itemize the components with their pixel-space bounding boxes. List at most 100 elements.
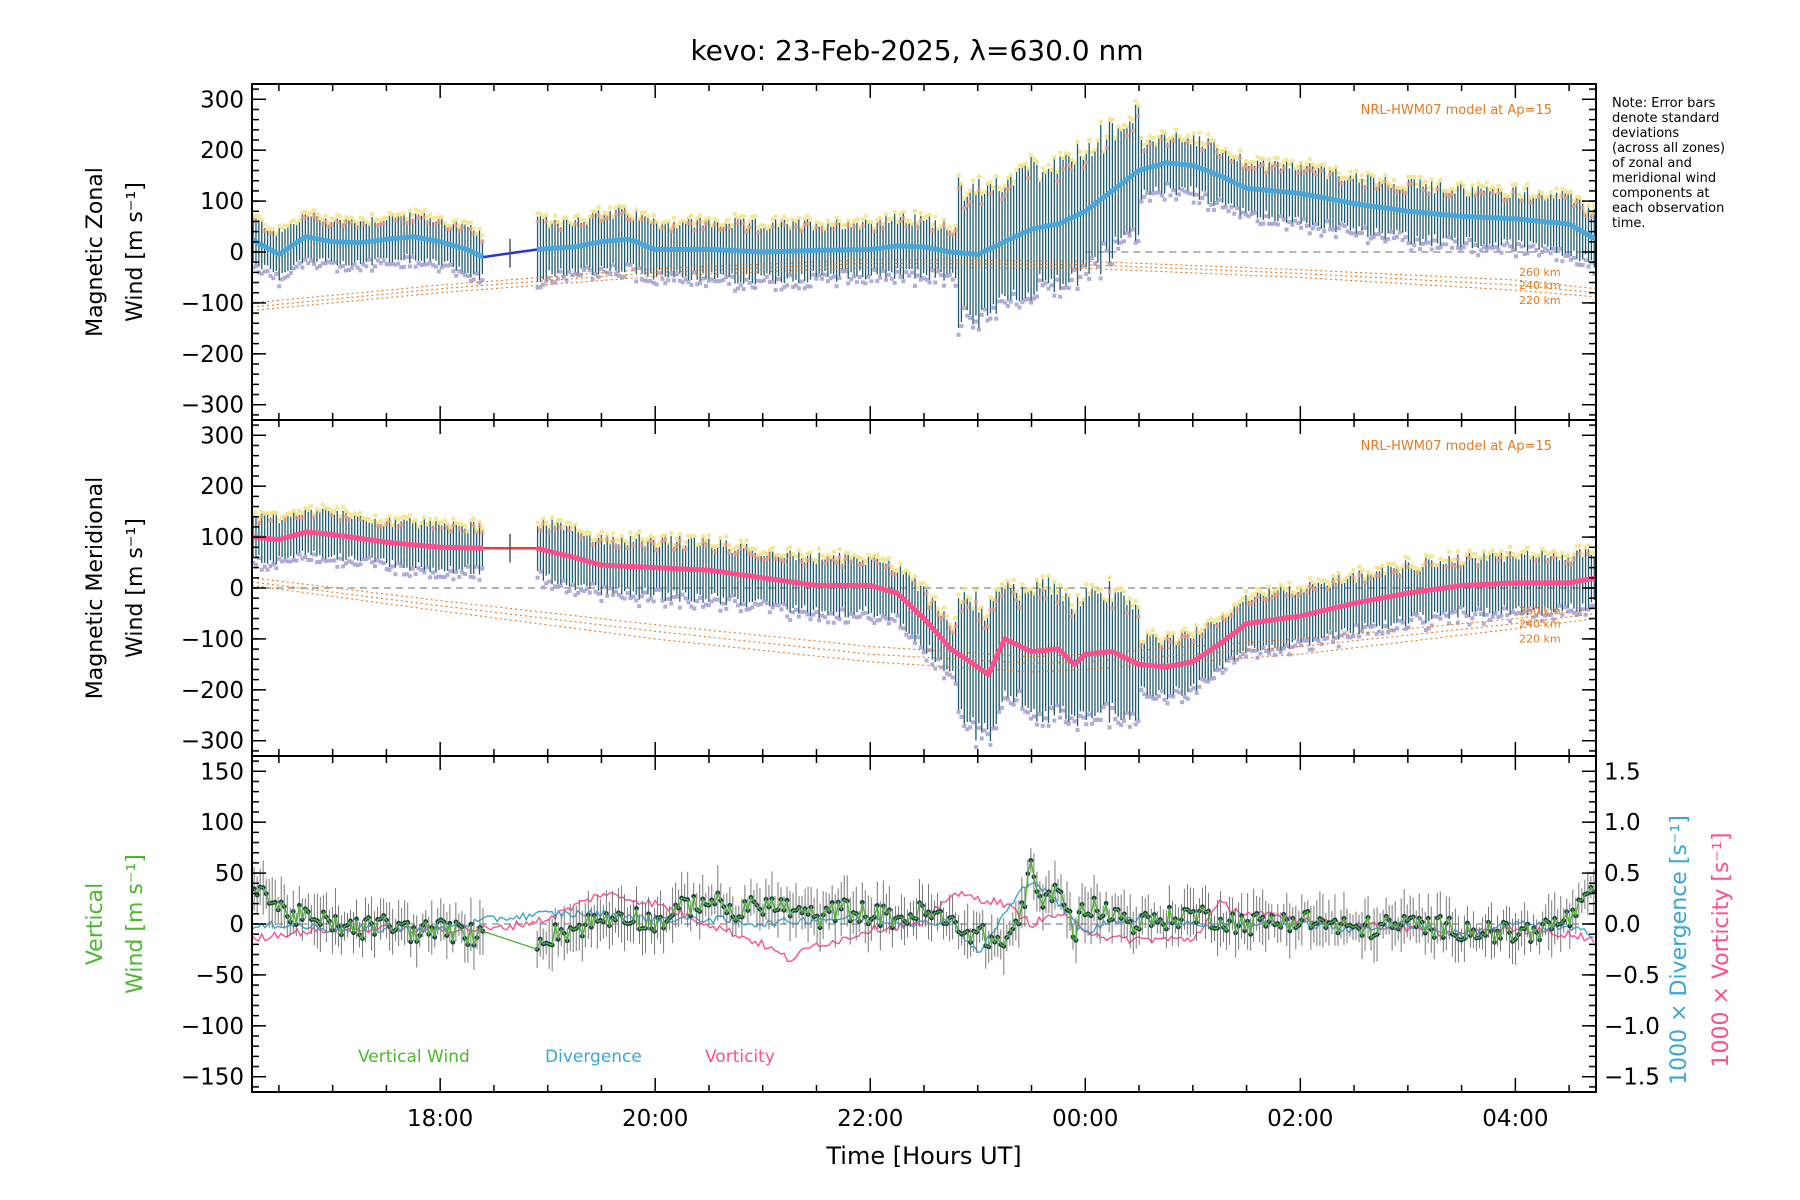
scatter-point-low [1104, 701, 1109, 706]
scatter-point-low [1403, 626, 1408, 631]
scatter-point-mid [445, 525, 450, 530]
scatter-point-high [895, 567, 900, 572]
scatter-point-high [317, 508, 322, 513]
scatter-point-low [1490, 615, 1495, 620]
scatter-point-low [1525, 620, 1530, 625]
scatter-point-high [1258, 156, 1263, 161]
scatter-point-low [628, 596, 633, 601]
scatter-point-high [381, 522, 386, 527]
scatter-point-high [1055, 169, 1060, 174]
scatter-point-high [997, 185, 1002, 190]
scatter-point-low [1185, 696, 1190, 701]
scatter-point-low [924, 277, 929, 282]
scatter-point-low [381, 561, 386, 566]
scatter-point-mid [1252, 167, 1257, 172]
scatter-point-high [962, 586, 967, 591]
scatter-point-mid [1313, 172, 1318, 177]
scatter-point-high [1174, 127, 1179, 132]
scatter-point-low [1177, 192, 1182, 197]
scatter-point-mid [950, 630, 955, 635]
scatter-point-mid [1328, 172, 1333, 177]
scatter-point-low [1589, 603, 1594, 608]
scatter-point-high [303, 209, 308, 214]
scatter-point-mid [642, 547, 647, 552]
scatter-point-high [773, 552, 778, 557]
scatter-point-low [555, 584, 560, 589]
scatter-point-low [677, 605, 682, 610]
scatter-point-mid [416, 216, 421, 221]
scatter-point-low [1418, 616, 1423, 621]
scatter-point-low [1066, 721, 1071, 726]
scatter-point-low [1188, 688, 1193, 693]
scatter-point-low [788, 617, 793, 622]
scatter-point-high [669, 530, 674, 535]
scatter-point-mid [640, 217, 645, 222]
scatter-point-low [834, 284, 839, 289]
scatter-point-low [1153, 190, 1158, 195]
scatter-point-high [1389, 183, 1394, 188]
scatter-point-low [808, 617, 813, 622]
scatter-point-high [613, 537, 618, 542]
scatter-point-low [399, 564, 404, 569]
series-line-post-gap [536, 545, 1597, 677]
scatter-point-high [735, 215, 740, 220]
scatter-point-low [1574, 613, 1579, 618]
scatter-point-low [306, 261, 311, 266]
scatter-point-high [259, 217, 264, 222]
scatter-point-low [918, 277, 923, 282]
scatter-point-low [712, 279, 717, 284]
scatter-point-high [1034, 160, 1039, 165]
scatter-point-high [1226, 612, 1231, 617]
scatter-point-high [956, 592, 961, 597]
scatter-point-mid [677, 538, 682, 543]
scatter-point-high [1365, 570, 1370, 575]
scatter-point-low [1307, 231, 1312, 236]
scatter-point-low [393, 572, 398, 577]
scatter-point-high [297, 508, 302, 513]
scatter-point-high [692, 534, 697, 539]
scatter-point-high [706, 216, 711, 221]
scatter-point-mid [878, 221, 883, 226]
scatter-point-mid [1476, 564, 1481, 569]
scatter-point-high [1551, 548, 1556, 553]
scatter-point-high [820, 222, 825, 227]
scatter-point-mid [1377, 183, 1382, 188]
scatter-point-high [268, 511, 273, 516]
scatter-point-low [1580, 263, 1585, 268]
scatter-point-low [1142, 194, 1147, 199]
scatter-point-low [703, 284, 708, 289]
scatter-point-low [419, 567, 424, 572]
scatter-point-mid [962, 206, 967, 211]
scatter-point-low [875, 278, 880, 283]
scatter-point-low [1026, 710, 1031, 715]
scatter-point-low [1537, 253, 1542, 258]
scatter-point-high [1441, 188, 1446, 193]
scatter-point-low [611, 263, 616, 268]
scatter-point-low [370, 268, 375, 273]
chart-title: kevo: 23-Feb-2025, λ=630.0 nm [690, 34, 1143, 67]
scatter-point-high [1374, 565, 1379, 570]
scatter-point-high [782, 553, 787, 558]
scatter-point-high [436, 520, 441, 525]
scatter-point-high [1438, 178, 1443, 183]
scatter-point-low [1473, 612, 1478, 617]
scatter-point-mid [1458, 565, 1463, 570]
note-line: denote standard [1612, 111, 1720, 126]
scatter-point-mid [846, 223, 851, 228]
scatter-point-high [1063, 151, 1068, 156]
scatter-point-high [1084, 582, 1089, 587]
scatter-point-high [555, 219, 560, 224]
scatter-point-high [1031, 157, 1036, 162]
scatter-point-low [1255, 219, 1260, 224]
scatter-point-low [991, 305, 996, 310]
scatter-point-low [997, 299, 1002, 304]
scatter-point-high [300, 210, 305, 215]
scatter-point-high [820, 553, 825, 558]
scatter-point-low [1026, 297, 1031, 302]
scatter-point-high [1479, 555, 1484, 560]
scatter-point-low [892, 618, 897, 623]
scatter-point-high [1528, 555, 1533, 560]
scatter-point-high [1316, 577, 1321, 582]
scatter-point-low [947, 672, 952, 677]
